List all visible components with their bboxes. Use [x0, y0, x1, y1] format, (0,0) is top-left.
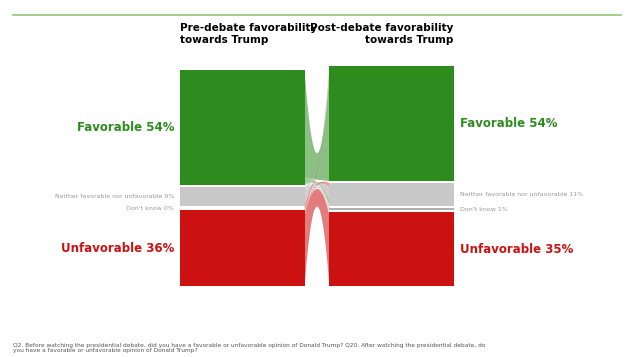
Polygon shape	[304, 189, 330, 286]
Polygon shape	[304, 70, 330, 191]
Polygon shape	[304, 177, 330, 206]
Polygon shape	[304, 182, 330, 214]
Text: Favorable 54%: Favorable 54%	[77, 121, 174, 135]
Text: Don't know 0%: Don't know 0%	[126, 206, 174, 211]
Text: Post-debate favorability
towards Trump: Post-debate favorability towards Trump	[310, 24, 454, 45]
Text: Unfavorable 36%: Unfavorable 36%	[61, 242, 174, 255]
Polygon shape	[304, 187, 330, 216]
Text: Q2. Before watching the presidential debate, did you have a favorable or unfavor: Q2. Before watching the presidential deb…	[13, 343, 485, 353]
Polygon shape	[304, 182, 330, 204]
Bar	[180, 210, 304, 286]
Polygon shape	[304, 66, 330, 210]
Text: Don't know 1%: Don't know 1%	[460, 207, 508, 212]
Bar	[330, 183, 454, 206]
Text: Neither favorable nor unfavorable 11%: Neither favorable nor unfavorable 11%	[460, 192, 583, 197]
Bar	[180, 187, 304, 206]
Polygon shape	[304, 187, 330, 212]
Text: Unfavorable 35%: Unfavorable 35%	[460, 243, 573, 256]
Text: Pre-debate favorability
towards Trump: Pre-debate favorability towards Trump	[180, 24, 318, 45]
Polygon shape	[304, 70, 330, 181]
Text: Neither favorable nor unfavorable 9%: Neither favorable nor unfavorable 9%	[55, 194, 174, 199]
Bar	[330, 208, 454, 210]
Bar	[330, 66, 454, 181]
Text: Favorable 54%: Favorable 54%	[460, 117, 557, 130]
Bar	[180, 70, 304, 185]
Bar	[330, 212, 454, 286]
Polygon shape	[304, 182, 330, 216]
